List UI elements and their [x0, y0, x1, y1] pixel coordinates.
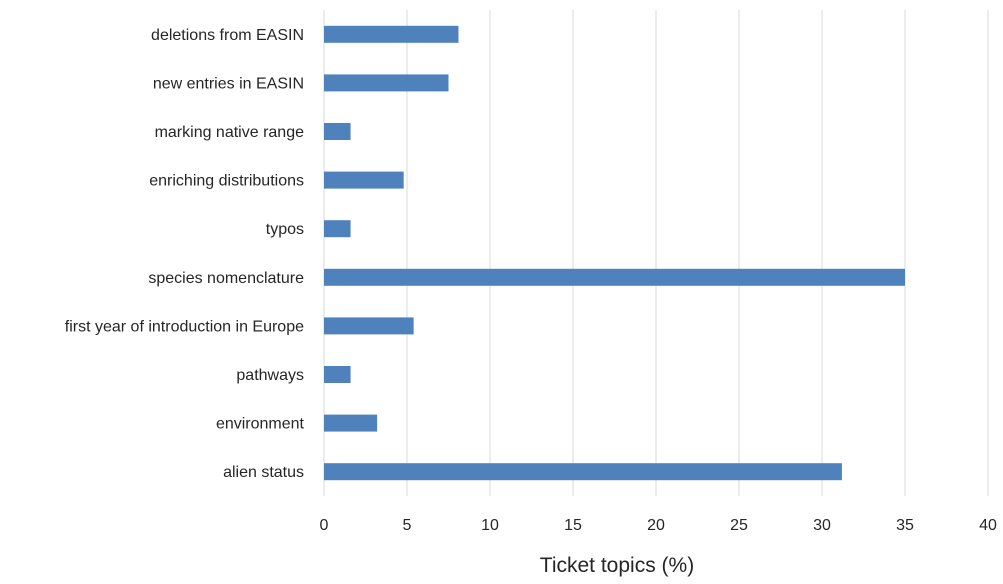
bar-typos — [324, 220, 351, 238]
x-tick-label: 15 — [564, 517, 582, 534]
x-tick-labels: 0 5 10 15 20 25 30 35 40 — [320, 517, 997, 534]
category-label: species nomenclature — [148, 270, 304, 287]
category-label: first year of introduction in Europe — [65, 318, 304, 335]
category-label: environment — [216, 416, 305, 433]
x-tick-label: 25 — [730, 517, 748, 534]
x-axis-title: Ticket topics (%) — [540, 554, 694, 577]
bar-enriching-distributions — [324, 171, 404, 189]
category-label: new entries in EASIN — [153, 75, 304, 92]
bar-pathways — [324, 366, 351, 383]
category-label: deletions from EASIN — [151, 27, 304, 44]
bar-species-nomenclature — [324, 268, 905, 286]
bar-deletions-from-easin — [324, 25, 459, 43]
x-tick-label: 30 — [813, 517, 831, 534]
x-tick-label: 40 — [979, 517, 997, 534]
x-tick-label: 10 — [481, 517, 499, 534]
x-tick-label: 35 — [896, 517, 914, 534]
bar-environment — [324, 414, 378, 432]
bars — [324, 25, 905, 481]
bar-marking-native-range — [324, 123, 351, 140]
bar-alien-status — [324, 463, 842, 481]
category-label: marking native range — [155, 124, 305, 141]
x-tick-label: 5 — [403, 517, 412, 534]
category-labels: deletions from EASIN new entries in EASIN… — [65, 27, 305, 481]
category-label: pathways — [236, 367, 304, 384]
bar-first-year-of-introduction-in-europe — [324, 317, 414, 335]
x-tick-label: 20 — [647, 517, 665, 534]
category-label: alien status — [223, 464, 304, 481]
x-tick-label: 0 — [320, 517, 329, 534]
category-label: enriching distributions — [149, 173, 304, 190]
bar-new-entries-in-easin — [324, 74, 449, 92]
category-label: typos — [266, 221, 304, 238]
